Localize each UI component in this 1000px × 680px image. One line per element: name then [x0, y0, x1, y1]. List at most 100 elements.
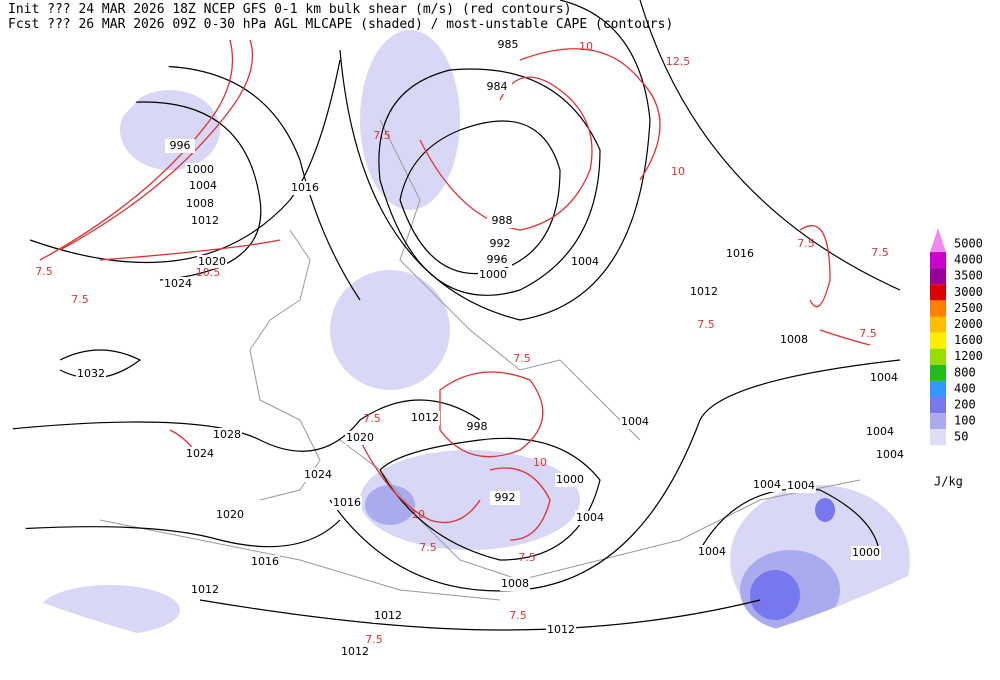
colorbar-label: 5000: [954, 237, 983, 251]
colorbar-swatch: [930, 364, 946, 381]
colorbar-swatch: [930, 348, 946, 365]
isobar-label: 1024: [304, 468, 332, 481]
coastline: [99, 519, 501, 601]
isobar-label-bg: [250, 555, 280, 569]
isobar-label: 1024: [186, 447, 214, 460]
isobar-label: 1012: [191, 583, 219, 596]
cape-area: [365, 485, 415, 525]
shear-contour: [99, 239, 281, 261]
colorbar-unit: J/kg: [934, 475, 963, 489]
coastline: [379, 119, 641, 441]
isobar-label: 1004: [576, 511, 604, 524]
isobar-label-bg: [76, 367, 106, 381]
isobar-label-bg: [752, 478, 782, 492]
isobar-label: 1020: [216, 508, 244, 521]
isobar-label: 1004: [866, 425, 894, 438]
isobar-label-bg: [490, 491, 520, 505]
shear-label: 7.5: [518, 551, 536, 564]
shear-label: 7.5: [871, 246, 889, 259]
isobar-label: 1024: [164, 277, 192, 290]
isobar-label-bg: [620, 415, 650, 429]
colorbar-label: 400: [954, 381, 976, 395]
colorbar-swatch: [930, 300, 946, 317]
isobar-label-bg: [779, 333, 809, 347]
shear-contour: [819, 329, 871, 346]
colorbar-swatch: [930, 316, 946, 333]
isobar: [699, 488, 881, 561]
shear-label: 7.5: [71, 293, 89, 306]
shear-contour: [39, 39, 234, 261]
isobar-label: 1016: [726, 247, 754, 260]
cape-area: [360, 30, 460, 210]
shear-label: 10: [579, 40, 593, 53]
shear-label: 7.5: [797, 237, 815, 250]
colorbar-label: 3500: [954, 269, 983, 283]
isobar-label: 1020: [198, 255, 226, 268]
header-line: Init ??? 24 MAR 2026 18Z NCEP GFS 0-1 km…: [8, 2, 572, 17]
isobar-label: 1032: [77, 367, 105, 380]
isobar-label-bg: [185, 447, 215, 461]
isobar-label: 1020: [346, 431, 374, 444]
isobar-label-bg: [493, 38, 523, 52]
isobar-label-bg: [786, 479, 816, 493]
colorbar-swatch: [930, 284, 946, 301]
isobar-label: 1016: [333, 496, 361, 509]
isobar-label: 996: [487, 253, 508, 266]
isobar-label-bg: [165, 139, 195, 153]
isobar-label-bg: [570, 255, 600, 269]
isobar-label-bg: [290, 181, 320, 195]
isobar-label: 1004: [787, 479, 815, 492]
isobar-label: 1012: [690, 285, 718, 298]
isobar-label-bg: [478, 268, 508, 282]
isobar-label-bg: [851, 546, 881, 560]
cape-shading-high: [750, 498, 835, 620]
header-line: Fcst ??? 26 MAR 2026 09Z 0-30 hPa AGL ML…: [8, 17, 673, 32]
isobar: [199, 599, 761, 631]
shear-label: 10: [533, 456, 547, 469]
shear-contour: [489, 467, 551, 541]
isobar-label: 988: [492, 214, 513, 227]
isobar-label-bg: [865, 425, 895, 439]
isobar-label-bg: [555, 473, 585, 487]
isobar-label-bg: [689, 285, 719, 299]
isobar-label: 1008: [186, 197, 214, 210]
colorbar-label: 100: [954, 414, 976, 428]
shear-label: 10: [411, 508, 425, 521]
shear-contours: [39, 39, 871, 541]
colorbar-label: 1600: [954, 333, 983, 347]
isobar: [378, 68, 601, 296]
isobar-label: 1004: [870, 371, 898, 384]
isobar-label: 1008: [780, 333, 808, 346]
isobar-label-bg: [340, 645, 370, 659]
isobar-label: 1012: [547, 623, 575, 636]
colorbar-swatch: [930, 397, 946, 414]
colorbar-label: 200: [954, 398, 976, 412]
isobar-label-bg: [575, 511, 605, 525]
isobar-label-bg: [482, 253, 512, 267]
isobar-label: 1004: [571, 255, 599, 268]
isobar-label: 1012: [374, 609, 402, 622]
shear-label: 7.5: [373, 129, 391, 142]
isobar-label-bg: [500, 577, 530, 591]
colorbar-swatch: [930, 413, 946, 430]
isobar-label-bg: [197, 255, 227, 269]
isobar-label-bg: [725, 247, 755, 261]
isobar-label-bg: [482, 80, 512, 94]
isobar: [0, 519, 341, 548]
isobar-label-bg: [163, 277, 193, 291]
colorbar-label: 800: [954, 365, 976, 379]
isobar-label-bg: [303, 468, 333, 482]
shear-label: 7.5: [697, 318, 715, 331]
colorbar-swatch: [930, 268, 946, 285]
colorbar-label: 4000: [954, 253, 983, 267]
isobar-label-bg: [188, 179, 218, 193]
isobar-label-bg: [869, 371, 899, 385]
isobar-label: 1000: [852, 546, 880, 559]
isobar-label-bg: [185, 163, 215, 177]
isobar-label: 1028: [213, 428, 241, 441]
shear-label: 7.5: [509, 609, 527, 622]
isobar-label: 996: [170, 139, 191, 152]
isobar: [0, 399, 481, 452]
isobar-label: 1008: [501, 577, 529, 590]
